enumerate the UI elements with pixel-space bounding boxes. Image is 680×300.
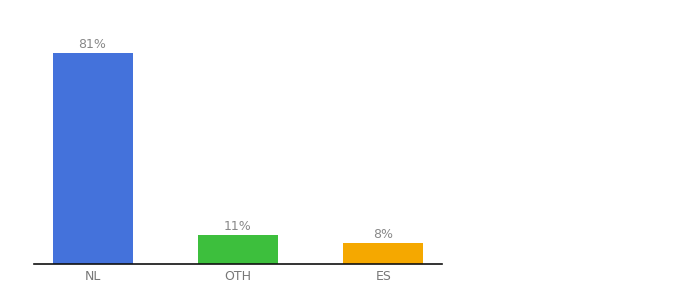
Bar: [343, 243, 424, 264]
Bar: [52, 53, 133, 264]
Text: 81%: 81%: [79, 38, 107, 51]
Text: 8%: 8%: [373, 228, 394, 241]
Bar: [198, 235, 278, 264]
Text: 11%: 11%: [224, 220, 252, 233]
